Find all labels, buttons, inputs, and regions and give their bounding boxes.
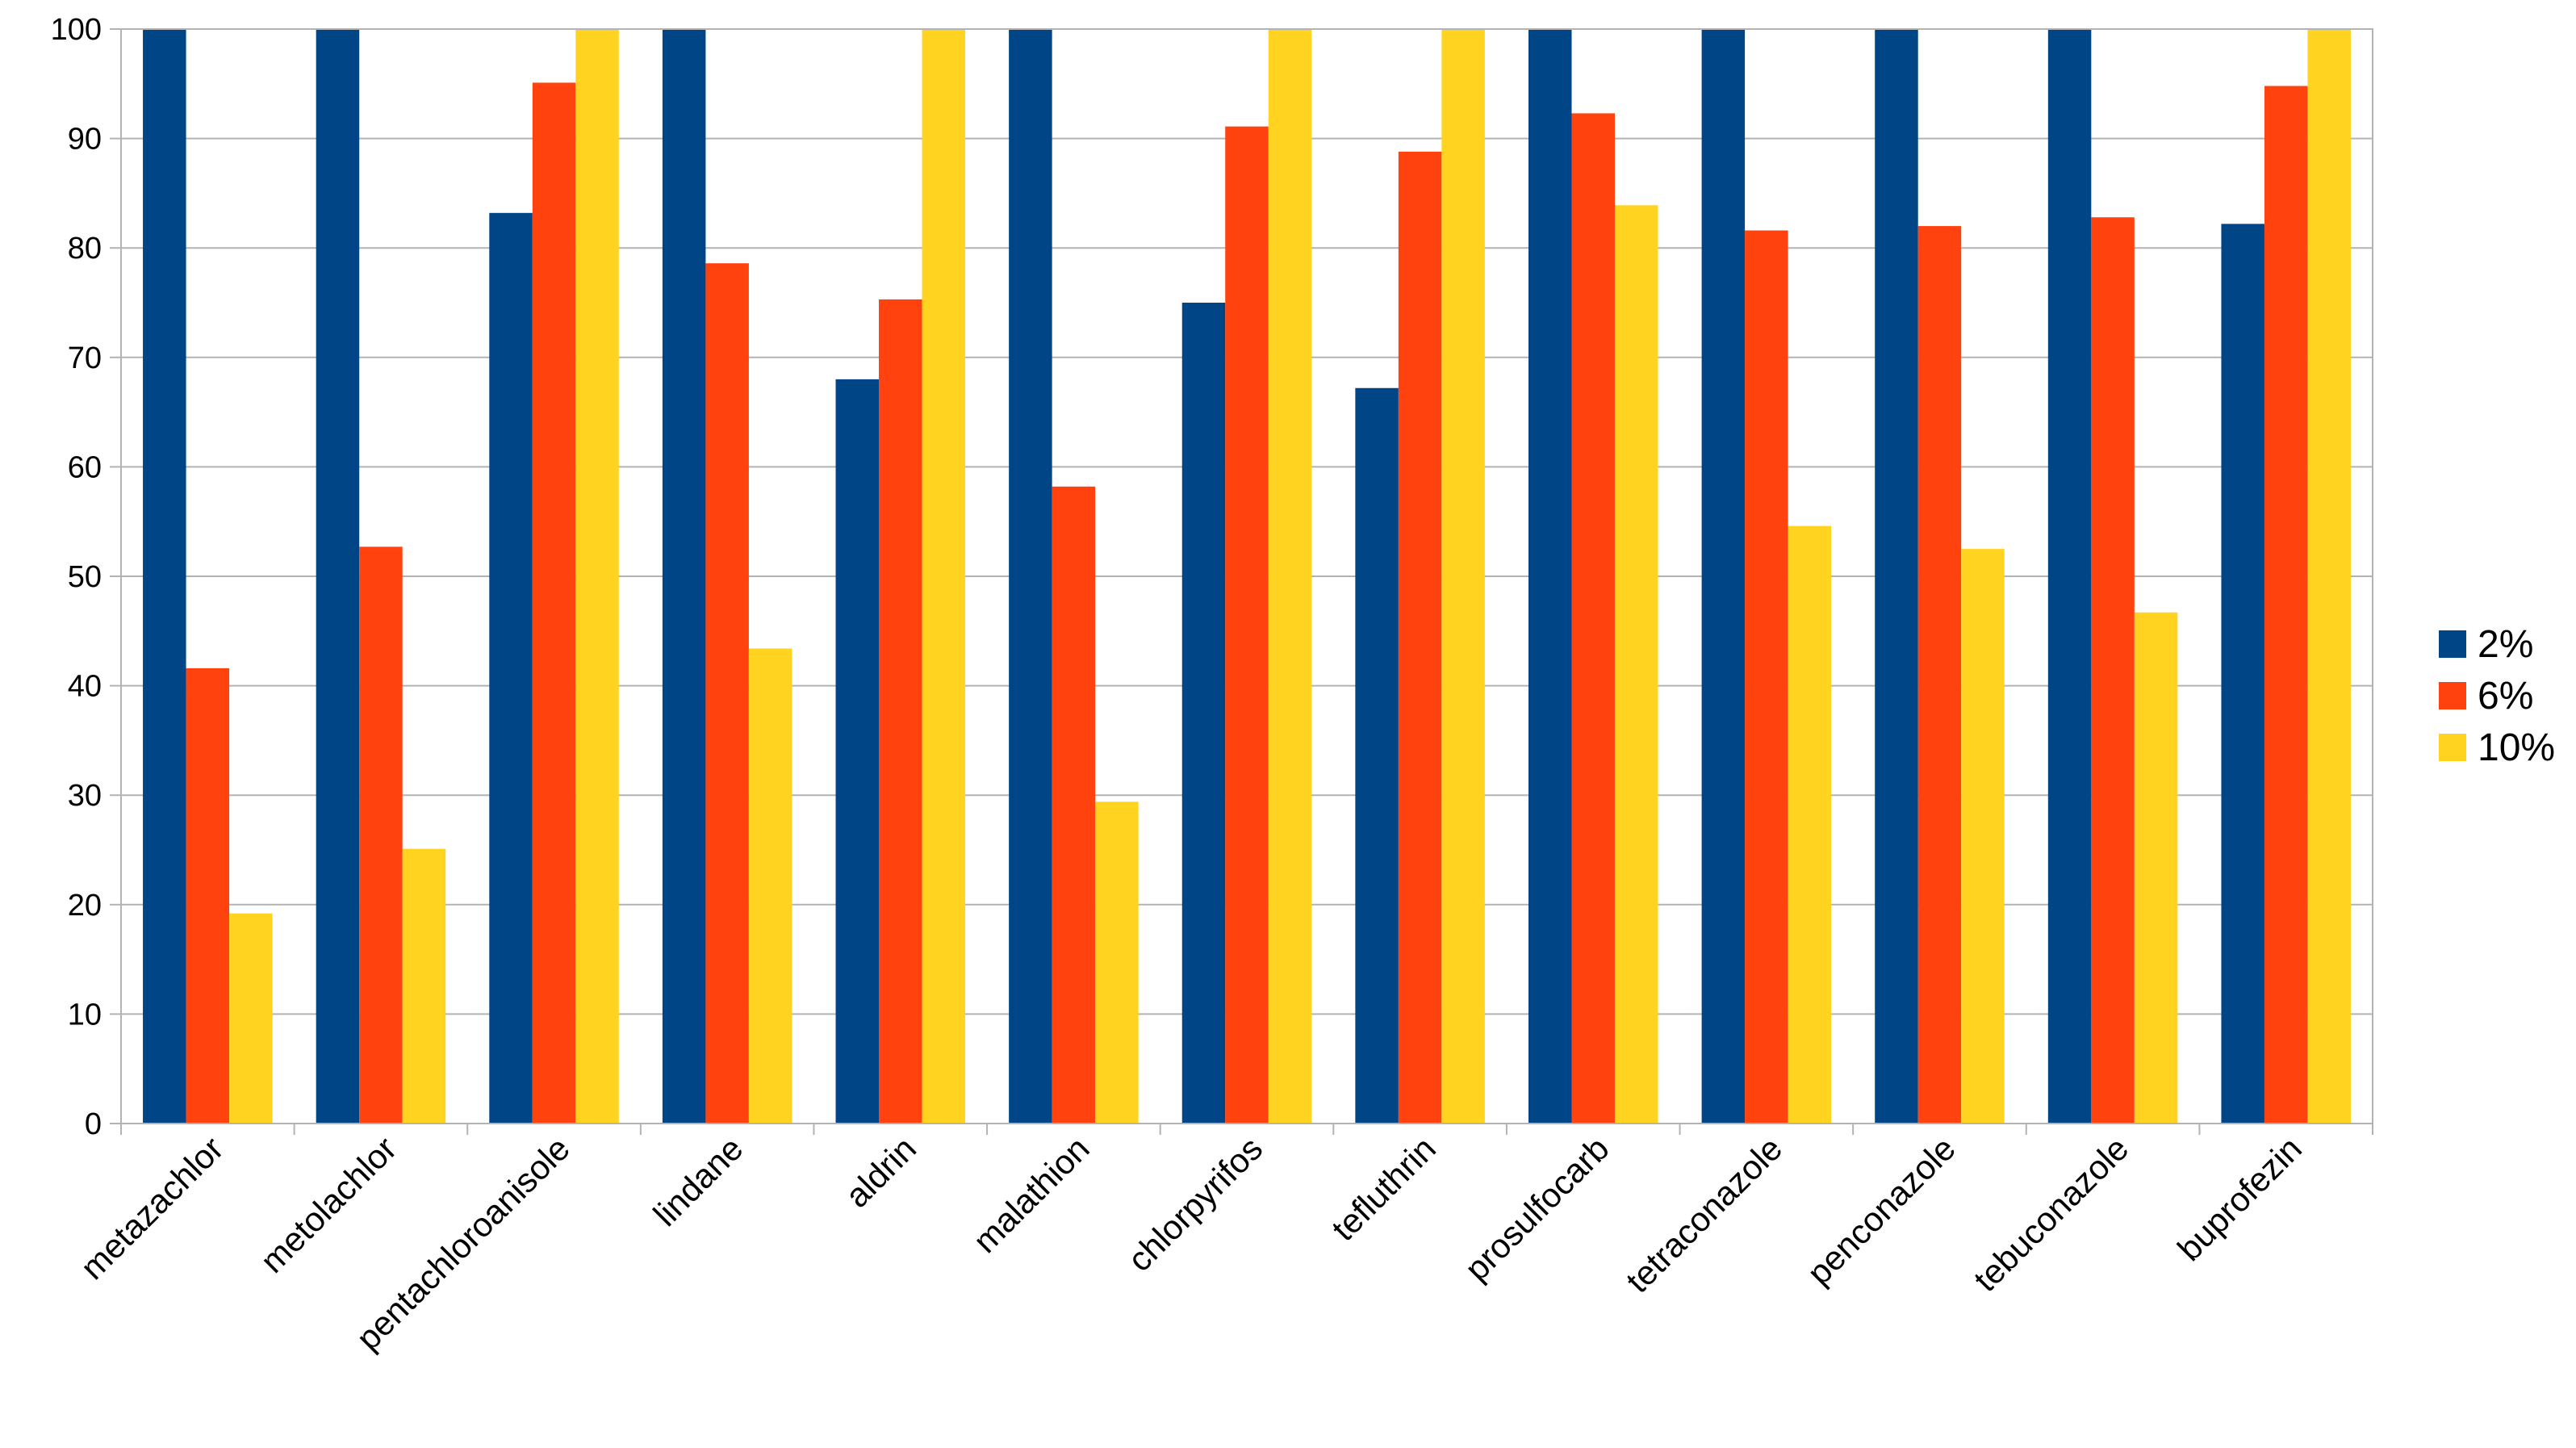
x-category-label: aldrin [838,1129,923,1215]
bar-metolachlor-10pct [402,848,446,1124]
legend-label: 2% [2478,623,2533,666]
bar-chlorpyrifos-6pct [1225,126,1269,1124]
y-tick-label: 40 [68,670,102,704]
bars [143,29,2351,1124]
bar-tetraconazole-2pct [1701,29,1746,1124]
x-category-label: tetraconazole [1619,1129,1790,1300]
axes [110,28,2373,1135]
bar-metolachlor-2pct [316,29,360,1124]
bar-malathion-10pct [1095,801,1139,1124]
bar-pentachloroanisole-2pct [489,212,533,1124]
bar-tetraconazole-10pct [1788,525,1832,1124]
x-axis-category-labels: metazachlor metolachlorpentachloroanisole… [73,1129,2309,1358]
bar-lindane-2pct [662,29,706,1124]
y-tick-label: 20 [68,889,102,923]
y-tick-label: 90 [68,123,102,157]
x-category-label: lindane [646,1129,750,1233]
y-tick-label: 70 [68,341,102,375]
bar-prosulfocarb-10pct [1614,205,1658,1124]
x-category-label: malathion [966,1129,1097,1260]
bar-metazachlor-10pct [229,913,273,1124]
legend-label: 10% [2478,726,2555,769]
y-tick-label: 80 [68,232,102,266]
x-category-label: penconazole [1800,1129,1963,1292]
bar-metolachlor-6pct [359,546,403,1124]
bar-tetraconazole-6pct [1745,230,1788,1124]
legend-swatch [2439,734,2466,761]
x-category-label: tebuconazole [1967,1129,2136,1299]
x-category-label: chlorpyrifos [1120,1129,1269,1279]
bar-aldrin-6pct [879,299,922,1124]
bar-tefluthrin-10pct [1441,29,1485,1124]
bar-lindane-6pct [705,263,749,1124]
y-tick-label: 0 [85,1107,102,1141]
bar-penconazole-6pct [1917,226,1962,1124]
bar-buprofezin-6pct [2264,86,2308,1124]
legend-swatch [2439,682,2466,709]
y-tick-label: 60 [68,450,102,484]
bar-chlorpyrifos-10pct [1268,29,1312,1124]
x-category-label: tefluthrin [1324,1129,1443,1248]
x-category-label: metolachlor [253,1129,404,1280]
bar-aldrin-10pct [922,29,966,1124]
legend-swatch [2439,630,2466,658]
bar-tebuconazole-10pct [2134,612,2178,1124]
bar-buprofezin-10pct [2307,29,2351,1124]
x-category-label: buprofezin [2170,1129,2309,1268]
bar-prosulfocarb-6pct [1571,113,1615,1124]
bar-pentachloroanisole-6pct [532,82,576,1124]
bar-buprofezin-2pct [2221,224,2264,1124]
bar-penconazole-10pct [1961,549,2005,1124]
bar-malathion-2pct [1009,29,1052,1124]
bar-tebuconazole-2pct [2047,29,2092,1124]
bar-malathion-6pct [1052,486,1096,1124]
bar-tebuconazole-6pct [2091,217,2135,1124]
bar-tefluthrin-2pct [1355,387,1399,1124]
bar-metazachlor-6pct [186,668,230,1124]
bar-lindane-10pct [748,648,792,1124]
x-category-label: prosulfocarb [1457,1129,1616,1288]
x-category-label: metazachlor [73,1129,231,1287]
y-tick-label: 50 [68,560,102,594]
y-axis-tick-labels: 0 10 20 30 40 50 60 70 80 90 100 [51,13,102,1141]
y-tick-label: 30 [68,779,102,813]
bar-penconazole-2pct [1875,29,1918,1124]
bar-aldrin-2pct [835,379,880,1124]
bar-pentachloroanisole-10pct [575,29,619,1124]
bar-prosulfocarb-2pct [1528,29,1572,1124]
y-tick-label: 100 [51,13,102,47]
bar-chlorpyrifos-2pct [1181,303,1226,1124]
legend-label: 6% [2478,675,2533,718]
y-tick-label: 10 [68,998,102,1032]
plot-frame [120,28,2373,1124]
legend: 2% 6% 10% [2439,623,2555,769]
bar-tefluthrin-6pct [1398,151,1442,1124]
bar-metazachlor-2pct [143,29,186,1124]
